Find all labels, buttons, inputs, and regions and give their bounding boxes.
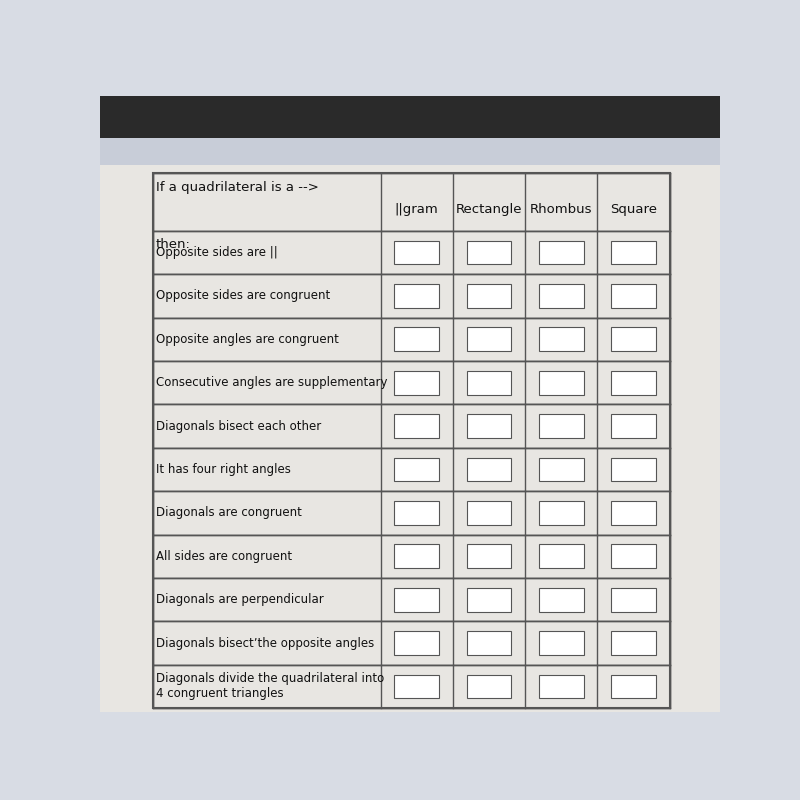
Bar (153, 274, 670, 318)
Bar (466, 458, 511, 482)
Bar (539, 588, 584, 611)
Text: All sides are congruent: All sides are congruent (156, 550, 292, 562)
Bar (466, 501, 511, 525)
Bar (611, 414, 656, 438)
Bar (153, 578, 670, 622)
Bar (394, 631, 439, 655)
Text: Diagonals are perpendicular: Diagonals are perpendicular (156, 593, 323, 606)
Bar (394, 674, 439, 698)
Text: then:: then: (156, 238, 190, 251)
Bar (466, 327, 511, 351)
Bar (100, 138, 720, 166)
Bar (153, 448, 670, 491)
Text: Opposite sides are ||: Opposite sides are || (156, 246, 278, 259)
Bar (611, 674, 656, 698)
Bar (394, 370, 439, 394)
Bar (100, 166, 720, 712)
Bar (153, 361, 670, 404)
Text: Opposite angles are congruent: Opposite angles are congruent (156, 333, 338, 346)
Bar (466, 544, 511, 568)
Text: Consecutive angles are supplementary: Consecutive angles are supplementary (156, 376, 387, 389)
Bar (153, 622, 670, 665)
Bar (539, 501, 584, 525)
Bar (153, 173, 670, 708)
Bar (539, 674, 584, 698)
Bar (539, 458, 584, 482)
Text: Rhombus: Rhombus (530, 203, 593, 217)
Bar (539, 284, 584, 308)
Bar (153, 173, 670, 230)
Bar (466, 370, 511, 394)
Bar (153, 665, 670, 708)
Bar (539, 370, 584, 394)
Bar (611, 370, 656, 394)
Bar (611, 284, 656, 308)
Bar (466, 631, 511, 655)
Bar (466, 588, 511, 611)
Bar (611, 241, 656, 264)
Bar (153, 491, 670, 534)
Text: Opposite sides are congruent: Opposite sides are congruent (156, 290, 330, 302)
Bar (466, 674, 511, 698)
Bar (394, 284, 439, 308)
Text: ||gram: ||gram (395, 203, 438, 217)
Bar (539, 414, 584, 438)
Bar (394, 327, 439, 351)
Text: Rectangle: Rectangle (456, 203, 522, 217)
Bar (394, 458, 439, 482)
Bar (611, 458, 656, 482)
Text: Diagonals bisectʼthe opposite angles: Diagonals bisectʼthe opposite angles (156, 637, 374, 650)
Bar (153, 534, 670, 578)
Text: Diagonals divide the quadrilateral into
4 congruent triangles: Diagonals divide the quadrilateral into … (156, 673, 384, 701)
Bar (539, 241, 584, 264)
Bar (611, 327, 656, 351)
Text: Diagonals bisect each other: Diagonals bisect each other (156, 419, 321, 433)
Bar (539, 631, 584, 655)
Text: It has four right angles: It has four right angles (156, 463, 290, 476)
Bar (100, 96, 720, 138)
Text: Square: Square (610, 203, 657, 217)
Text: If a quadrilateral is a -->: If a quadrilateral is a --> (156, 181, 318, 194)
Bar (466, 284, 511, 308)
Bar (394, 241, 439, 264)
Bar (611, 631, 656, 655)
Bar (394, 501, 439, 525)
Bar (611, 501, 656, 525)
Bar (394, 544, 439, 568)
Bar (466, 241, 511, 264)
Bar (153, 318, 670, 361)
Bar (539, 327, 584, 351)
Bar (611, 588, 656, 611)
Bar (153, 404, 670, 448)
Bar (394, 414, 439, 438)
Text: Diagonals are congruent: Diagonals are congruent (156, 506, 302, 519)
Bar (394, 588, 439, 611)
Bar (153, 230, 670, 274)
Bar (539, 544, 584, 568)
Bar (466, 414, 511, 438)
Bar (611, 544, 656, 568)
